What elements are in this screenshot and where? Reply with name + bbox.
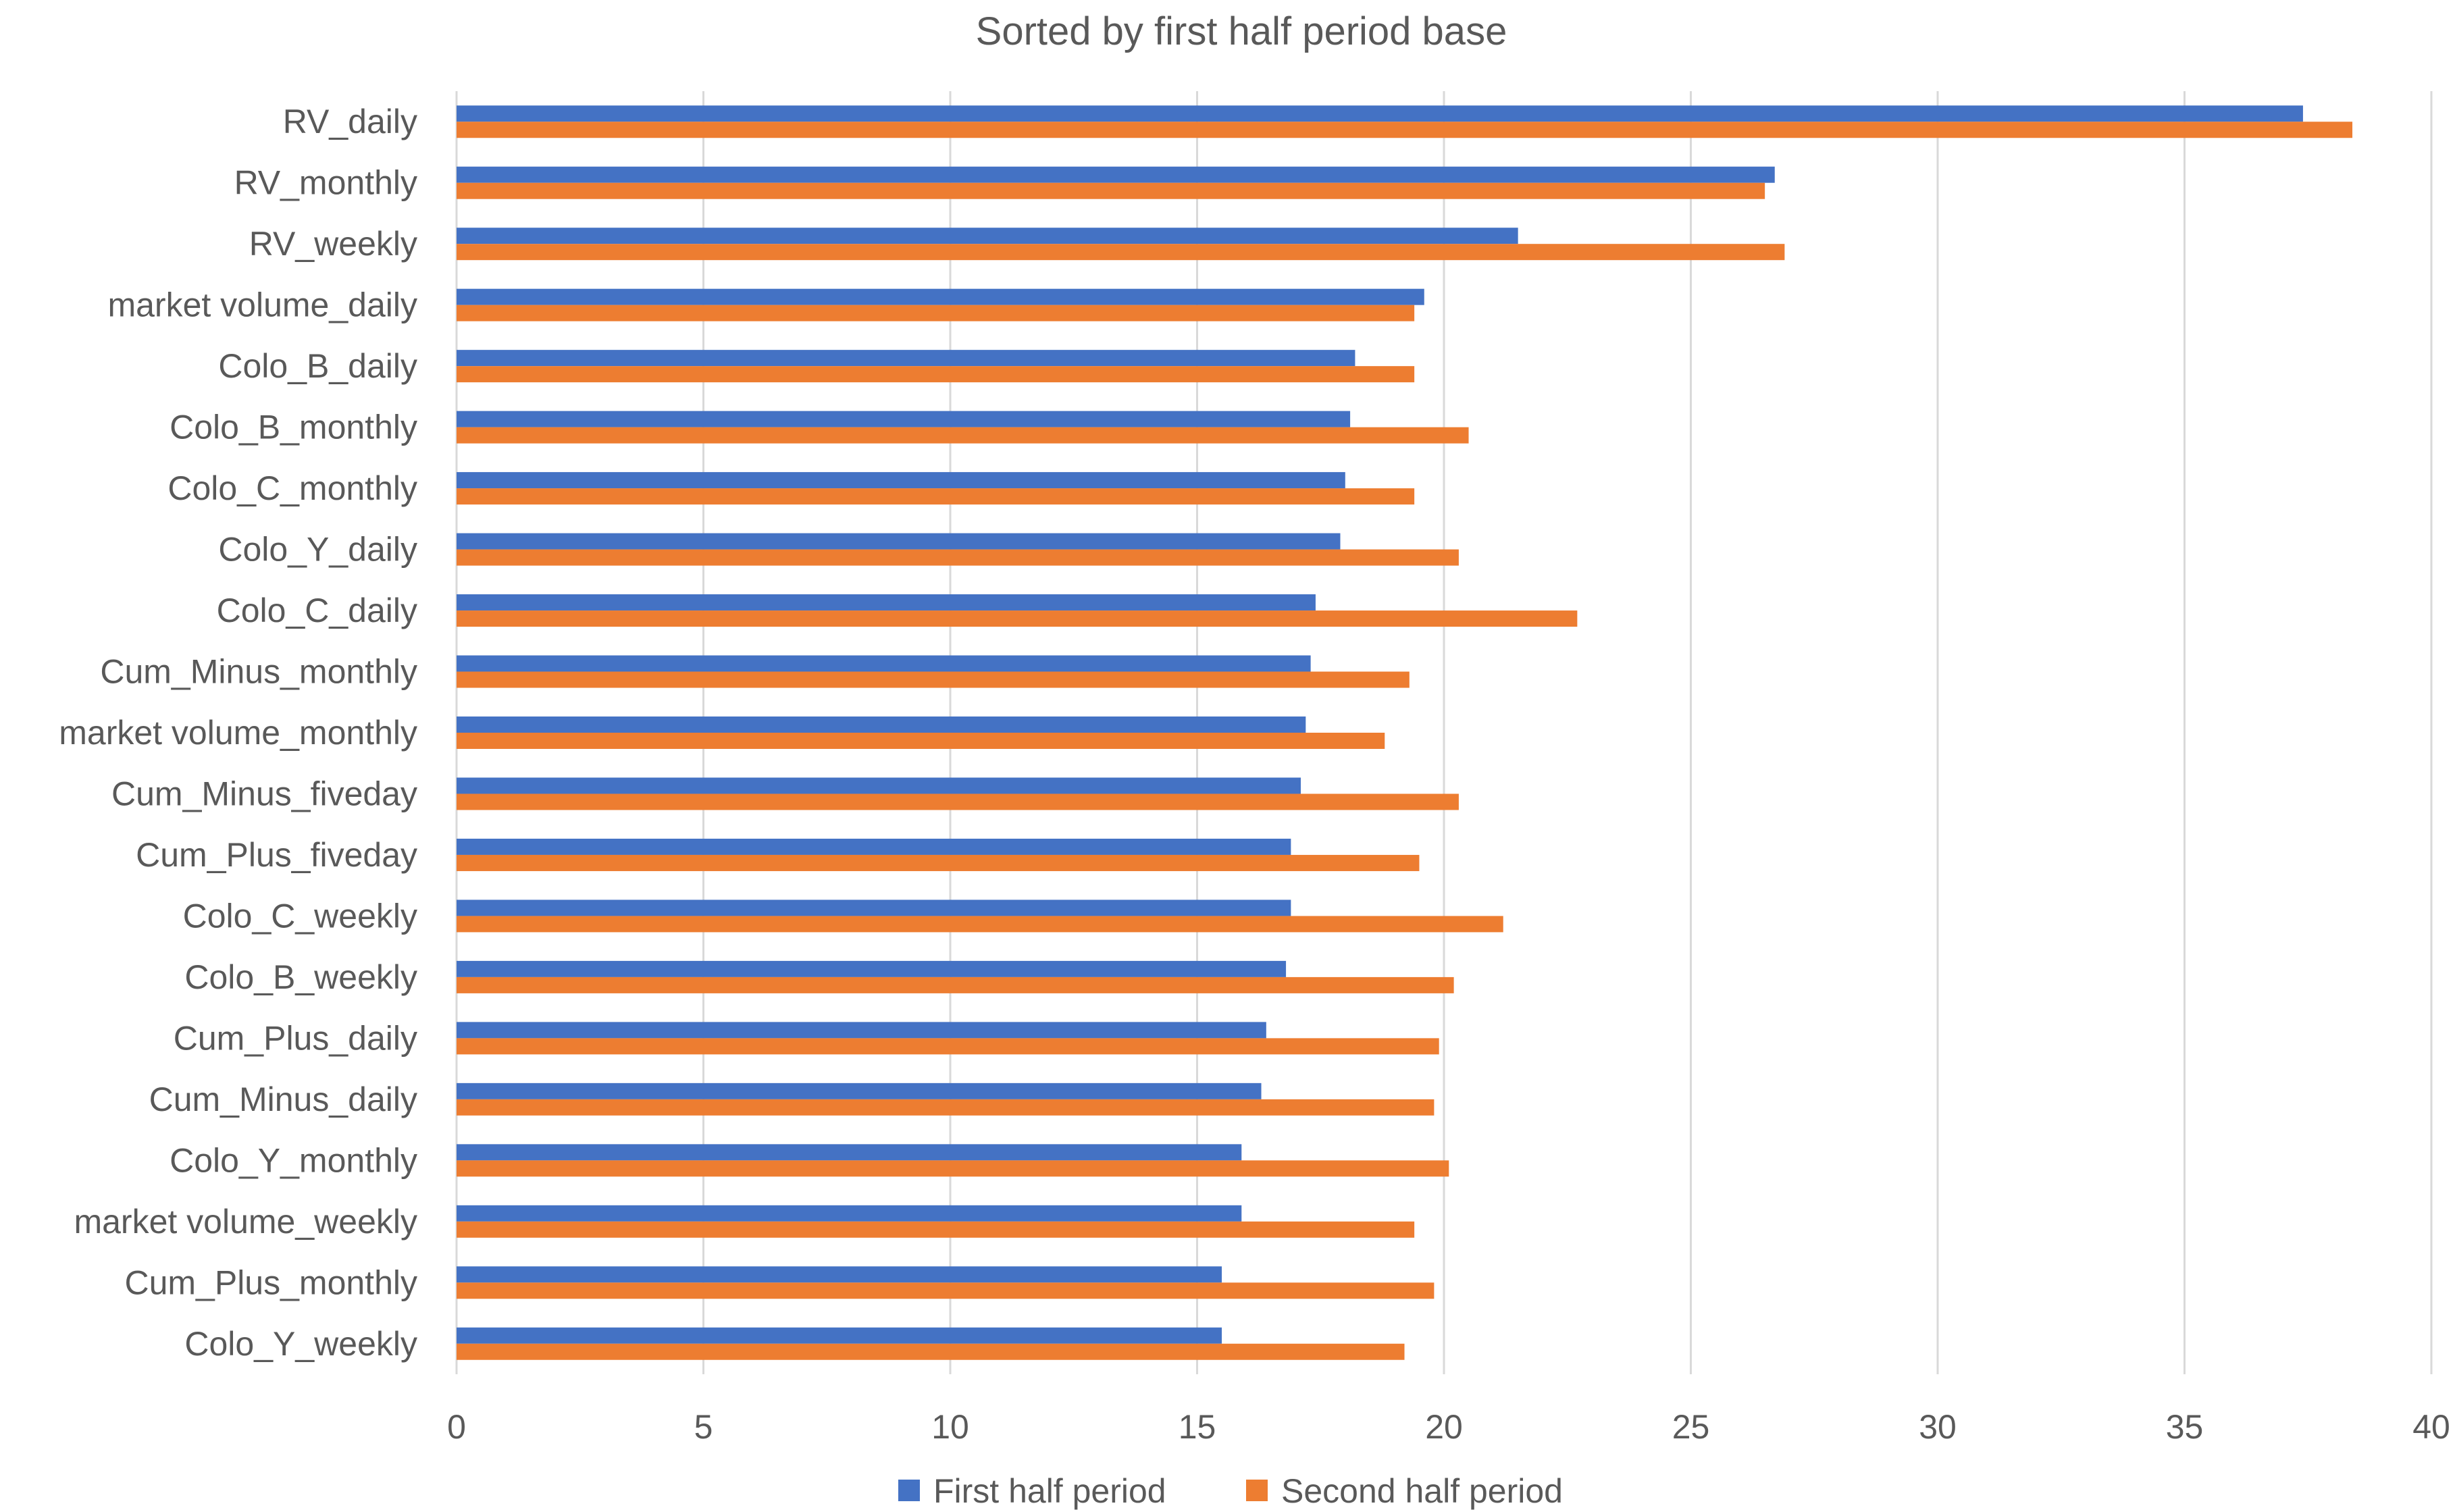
category-label: Colo_B_monthly	[170, 409, 417, 446]
category-label: Colo_B_weekly	[184, 958, 417, 996]
category-label: market volume_monthly	[59, 714, 417, 752]
chart-title: Sorted by first half period base	[976, 9, 1507, 53]
bar-second-half-period	[457, 793, 1459, 810]
x-tick-label: 40	[2412, 1408, 2450, 1446]
category-label: Colo_B_daily	[218, 347, 417, 385]
category-label: RV_monthly	[234, 164, 417, 202]
category-label: Colo_C_monthly	[167, 469, 417, 507]
bar-first-half-period	[457, 777, 1301, 794]
bar-first-half-period	[457, 350, 1355, 367]
bar-first-half-period	[457, 716, 1306, 733]
bar-second-half-period	[457, 610, 1578, 627]
category-label: Colo_C_weekly	[183, 897, 417, 935]
bar-second-half-period	[457, 488, 1415, 505]
bar-second-half-period	[457, 916, 1503, 933]
legend: First half period Second half period	[898, 1472, 1563, 1510]
category-label: Colo_Y_monthly	[170, 1141, 417, 1179]
x-tick-label: 30	[1919, 1408, 1957, 1446]
bars	[457, 105, 2353, 1360]
bar-second-half-period	[457, 305, 1415, 321]
category-label: market volume_daily	[107, 286, 417, 324]
bar-first-half-period	[457, 288, 1424, 305]
bar-second-half-period	[457, 733, 1385, 749]
category-label: Colo_Y_daily	[218, 531, 417, 569]
bar-first-half-period	[457, 1266, 1222, 1283]
bar-second-half-period	[457, 1099, 1435, 1116]
category-label: Cum_Minus_monthly	[100, 653, 417, 691]
bar-second-half-period	[457, 976, 1454, 993]
legend-label: Second half period	[1281, 1472, 1563, 1510]
category-label: Cum_Plus_fiveday	[136, 836, 417, 874]
x-tick-label: 15	[1179, 1408, 1216, 1446]
category-label: market volume_weekly	[74, 1203, 417, 1241]
bar-second-half-period	[457, 1221, 1415, 1238]
category-label: RV_daily	[283, 103, 417, 140]
x-tick-label: 10	[931, 1408, 969, 1446]
bar-first-half-period	[457, 594, 1316, 611]
category-label: Cum_Plus_daily	[174, 1019, 417, 1057]
category-label: RV_weekly	[249, 225, 417, 263]
bar-first-half-period	[457, 472, 1345, 489]
x-tick-label: 25	[1672, 1408, 1710, 1446]
bar-first-half-period	[457, 960, 1287, 977]
category-label: Cum_Plus_monthly	[124, 1263, 417, 1301]
bar-first-half-period	[457, 1022, 1266, 1039]
category-label: Colo_C_daily	[217, 592, 417, 629]
x-tick-label: 0	[447, 1408, 466, 1446]
bar-first-half-period	[457, 411, 1351, 427]
bar-first-half-period	[457, 228, 1518, 244]
bar-first-half-period	[457, 1205, 1242, 1222]
bar-second-half-period	[457, 671, 1410, 688]
category-label: Colo_Y_weekly	[184, 1325, 417, 1363]
x-tick-label: 20	[1425, 1408, 1463, 1446]
bar-first-half-period	[457, 1327, 1222, 1344]
bar-second-half-period	[457, 854, 1420, 871]
bar-second-half-period	[457, 1038, 1439, 1055]
legend-swatch	[1246, 1480, 1268, 1501]
bar-second-half-period	[457, 1160, 1449, 1177]
bar-first-half-period	[457, 655, 1311, 672]
bar-second-half-period	[457, 366, 1415, 383]
x-axis-tick-labels: 0 5 10 15 20 25 30 35 40	[447, 1408, 2450, 1446]
legend-label: First half period	[933, 1472, 1166, 1510]
bar-first-half-period	[457, 166, 1775, 183]
bar-first-half-period	[457, 900, 1291, 916]
legend-swatch	[898, 1480, 920, 1501]
bar-first-half-period	[457, 1083, 1262, 1099]
bar-first-half-period	[457, 533, 1341, 550]
bar-second-half-period	[457, 427, 1469, 444]
bar-first-half-period	[457, 838, 1291, 855]
category-label: Cum_Minus_daily	[149, 1080, 417, 1118]
bar-first-half-period	[457, 105, 2303, 122]
bar-second-half-period	[457, 1343, 1405, 1360]
bar-second-half-period	[457, 244, 1785, 261]
bar-first-half-period	[457, 1144, 1242, 1161]
category-label: Cum_Minus_fiveday	[111, 775, 417, 812]
bar-second-half-period	[457, 122, 2353, 138]
bar-second-half-period	[457, 182, 1765, 199]
x-tick-label: 5	[694, 1408, 713, 1446]
bar-second-half-period	[457, 1282, 1435, 1299]
bar-second-half-period	[457, 549, 1459, 566]
x-tick-label: 35	[2166, 1408, 2204, 1446]
